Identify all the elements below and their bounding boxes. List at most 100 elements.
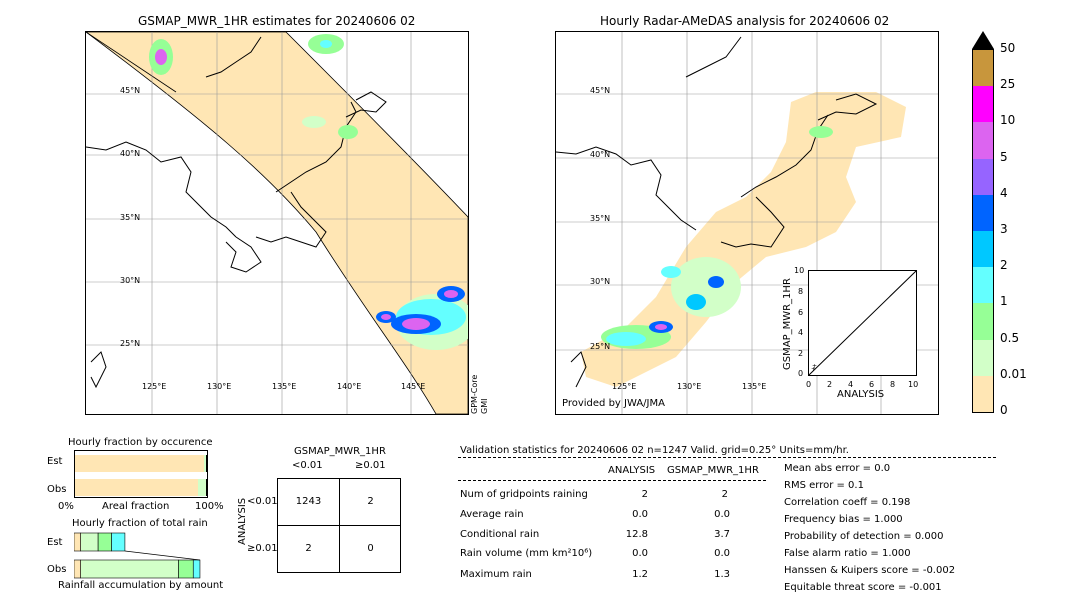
contingency-cell-01: 2	[367, 496, 374, 507]
colorbar-segment	[973, 86, 993, 123]
colorbar-tick-label: 10	[1000, 113, 1016, 128]
validation-divider-top	[458, 457, 996, 458]
stat-label-3: Rain volume (mm km²10⁶)	[460, 548, 593, 559]
stat-analysis-4: 1.2	[632, 569, 648, 580]
svg-text:+: +	[812, 363, 817, 370]
inset-ylabel: GSMAP_MWR_1HR	[782, 278, 793, 370]
right-lat-25: 25°N	[590, 342, 611, 351]
validation-header: Validation statistics for 20240606 02 n=…	[460, 445, 849, 456]
right-lon-135: 135°E	[742, 382, 767, 391]
score-2: Correlation coeff = 0.198	[784, 497, 911, 508]
stat-label-2: Conditional rain	[460, 529, 540, 540]
colorbar-tick-label: 0.5	[1000, 330, 1020, 345]
rain-label-obs: Obs	[47, 564, 67, 575]
total-rain-title: Hourly fraction of total rain	[72, 518, 208, 529]
rain-bar-segment	[80, 559, 179, 579]
occ-xmax: 100%	[195, 501, 224, 512]
occ-label-est: Est	[47, 456, 63, 467]
occurrence-bar-segment	[204, 455, 207, 472]
contingency-row-lt: <0.01	[247, 496, 278, 507]
inset-ytick-2: 2	[798, 349, 804, 358]
total-rain-chart	[73, 532, 208, 580]
inset-xlabel: ANALYSIS	[837, 389, 885, 400]
colorbar	[972, 49, 994, 413]
colorbar-segment	[973, 50, 993, 87]
contingency-cell-11: 0	[367, 543, 374, 554]
rain-bar-segment	[111, 532, 126, 552]
stat-analysis-3: 0.0	[632, 548, 648, 559]
contingency-cell-00: 1243	[295, 496, 322, 507]
left-lon-140: 140°E	[337, 382, 362, 391]
left-map-title: GSMAP_MWR_1HR estimates for 20240606 02	[138, 14, 416, 28]
occurrence-bar-segment	[75, 455, 205, 472]
occurrence-bar-segment	[197, 479, 206, 496]
inset-xtick-4: 4	[848, 380, 854, 389]
right-lon-125: 125°E	[612, 382, 637, 391]
contingency-col-ge: ≥0.01	[355, 460, 386, 471]
right-lat-45: 45°N	[590, 86, 611, 95]
inset-xtick-6: 6	[869, 380, 875, 389]
colorbar-segment	[973, 231, 993, 268]
occurrence-bar-segment	[75, 479, 198, 496]
stat-analysis-0: 2	[641, 489, 648, 500]
left-lat-45: 45°N	[120, 86, 141, 95]
stat-gsmap-0: 2	[721, 489, 728, 500]
colorbar-tick-label: 1	[1000, 294, 1008, 309]
rain-bar-segment	[97, 532, 112, 552]
stat-gsmap-4: 1.3	[714, 569, 730, 580]
colorbar-tick-label: 5	[1000, 149, 1008, 164]
inset-ytick-10: 10	[794, 266, 805, 275]
score-4: Probability of detection = 0.000	[784, 531, 944, 542]
left-lat-25: 25°N	[120, 339, 141, 348]
colorbar-segment	[973, 303, 993, 340]
score-3: Frequency bias = 1.000	[784, 514, 903, 525]
stat-label-0: Num of gridpoints raining	[460, 489, 588, 500]
stat-label-4: Maximum rain	[460, 569, 532, 580]
stat-gsmap-1: 0.0	[714, 509, 730, 520]
occ-label-obs: Obs	[47, 484, 67, 495]
colorbar-tick-label: 50	[1000, 41, 1016, 55]
right-lat-40: 40°N	[590, 150, 611, 159]
inset-xtick-10: 10	[908, 380, 919, 389]
contingency-title: GSMAP_MWR_1HR	[294, 446, 386, 457]
inset-scatter-plot: + +	[808, 270, 917, 376]
rain-bar-segment	[73, 559, 81, 579]
score-0: Mean abs error = 0.0	[784, 463, 891, 474]
stat-analysis-2: 12.8	[625, 529, 648, 540]
validation-divider-mid	[458, 480, 766, 481]
colorbar-tick-label: 0	[1000, 403, 1008, 417]
contingency-col-lt: <0.01	[292, 460, 323, 471]
score-6: Hanssen & Kuipers score = -0.002	[784, 565, 956, 576]
score-1: RMS error = 0.1	[784, 480, 864, 491]
left-lat-30: 30°N	[120, 276, 141, 285]
inset-xtick-8: 8	[890, 380, 896, 389]
colorbar-tick-label: 4	[1000, 185, 1008, 200]
right-lon-130: 130°E	[677, 382, 702, 391]
stat-gsmap-3: 0.0	[714, 548, 730, 559]
inset-ytick-0: 0	[798, 369, 804, 378]
svg-text:+: +	[811, 366, 816, 373]
inset-ytick-4: 4	[798, 328, 804, 337]
provided-by-label: Provided by JWA/JMA	[562, 398, 665, 409]
left-map: 45°N 40°N 35°N 30°N 25°N 125°E 130°E 135…	[85, 31, 469, 415]
inset-xtick-2: 2	[827, 380, 833, 389]
colorbar-tick-label: 3	[1000, 222, 1008, 236]
inset-xtick-0: 0	[806, 380, 812, 389]
left-lat-35: 35°N	[120, 213, 141, 222]
colorbar-segment	[973, 158, 993, 195]
left-lon-145: 145°E	[401, 382, 426, 391]
col-gsmap: GSMAP_MWR_1HR	[667, 465, 759, 476]
gpm-core-label: GPM-Core	[470, 374, 479, 414]
score-5: False alarm ratio = 1.000	[784, 548, 911, 559]
stat-label-1: Average rain	[460, 509, 524, 520]
stat-gsmap-2: 3.7	[714, 529, 730, 540]
colorbar-segment	[973, 339, 993, 376]
colorbar-tick-label: 25	[1000, 77, 1016, 92]
right-map-title: Hourly Radar-AMeDAS analysis for 2024060…	[600, 14, 890, 28]
contingency-hdivider	[278, 525, 400, 526]
occ-xmin: 0%	[58, 501, 74, 512]
occurrence-title: Hourly fraction by occurence	[68, 437, 213, 448]
colorbar-segment	[973, 122, 993, 159]
left-lat-40: 40°N	[120, 149, 141, 158]
rain-label-est: Est	[47, 537, 63, 548]
